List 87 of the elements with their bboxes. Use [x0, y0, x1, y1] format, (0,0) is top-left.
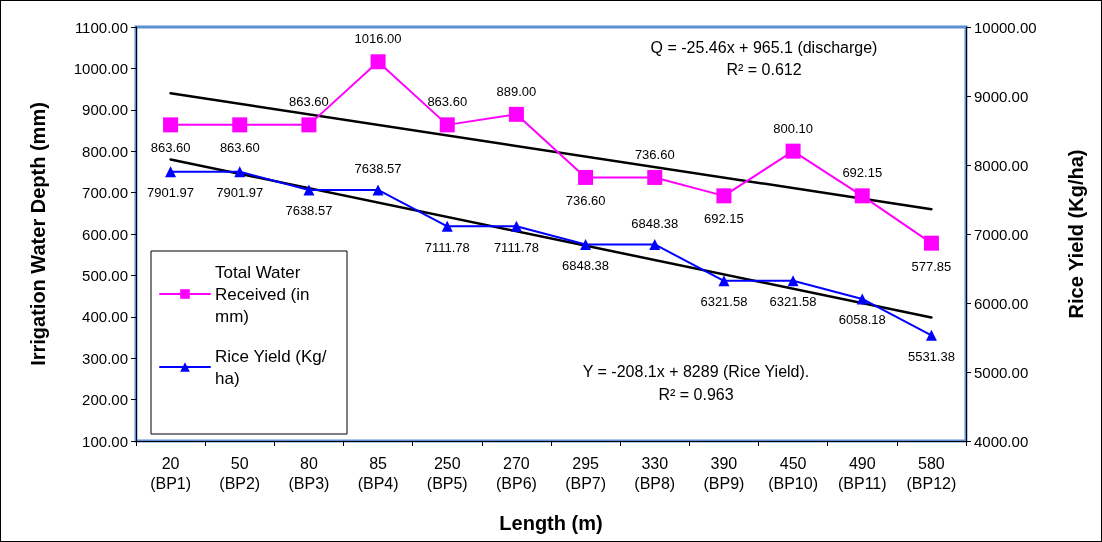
y-tick-label: 900.00 [82, 101, 128, 119]
data-label: 863.60 [427, 94, 468, 110]
annotation: Y = -208.1x + 8289 (Rice Yield). [582, 362, 810, 380]
x-tick-label: 450 (BP10) [768, 454, 818, 492]
x-tick-label: 295 (BP7) [565, 454, 607, 492]
point [580, 238, 592, 250]
x-tick-label: 270 (BP6) [495, 454, 537, 492]
point [370, 54, 386, 70]
y-tick-label: 500.00 [82, 266, 128, 284]
point [718, 275, 730, 287]
data-label: 7901.97 [147, 185, 195, 201]
point [303, 184, 315, 196]
x-tick-label: 580 (BP12) [906, 454, 957, 492]
y-tick-label: 800.00 [82, 142, 128, 160]
data-label: 5531.38 [907, 348, 955, 364]
point [785, 143, 801, 159]
legend-label: Rice Yield (Kg/ha) [215, 346, 327, 388]
y2-tick-label: 7000.00 [974, 225, 1029, 243]
data-label: 692.15 [704, 211, 744, 227]
y-tick-label: 200.00 [82, 391, 128, 409]
x-tick-label: 390 (BP9) [703, 454, 745, 492]
point [232, 117, 248, 133]
point [856, 293, 868, 305]
data-label: 7111.78 [493, 239, 539, 255]
point [716, 188, 732, 204]
annotation: R² = 0.963 [658, 385, 734, 403]
y-tick-label: 600.00 [82, 225, 128, 243]
y-axis-title: Irrigation Water Depth (mm) [27, 102, 49, 366]
point [439, 117, 455, 133]
y2-tick-label: 10000.00 [974, 18, 1037, 36]
y2-tick-label: 9000.00 [974, 87, 1029, 105]
point [647, 169, 663, 185]
y2-tick-label: 6000.00 [974, 294, 1029, 312]
point [372, 184, 384, 196]
x-tick-label: 20 (BP1) [150, 454, 192, 492]
x-axis-title: Length (m) [499, 512, 603, 534]
data-label: 7638.57 [354, 161, 402, 177]
x-tick-label: 490 (BP11) [837, 454, 887, 492]
x-tick-label: 250 (BP5) [426, 454, 468, 492]
data-label: 863.60 [150, 140, 191, 156]
x-tick-label: 80 (BP3) [288, 454, 330, 492]
data-label: 736.60 [634, 146, 675, 162]
data-label: 800.10 [773, 120, 813, 136]
point [578, 169, 594, 185]
y-tick-label: 700.00 [82, 184, 128, 202]
point [301, 117, 317, 133]
x-tick-label: 330 (BP8) [634, 454, 676, 492]
y2-tick-label: 8000.00 [974, 156, 1029, 174]
point [923, 235, 939, 251]
x-tick-label: 50 (BP2) [219, 454, 261, 492]
y2-axis-title: Rice Yield (Kg/ha) [1065, 149, 1087, 319]
data-label: 7638.57 [285, 203, 333, 219]
point [163, 117, 179, 133]
annotation: R² = 0.612 [726, 60, 802, 78]
y-tick-label: 100.00 [82, 432, 128, 450]
legend-label: Total Water Received (in mm) [215, 262, 315, 326]
data-label: 6058.18 [838, 312, 886, 328]
data-label: 889.00 [496, 83, 537, 99]
data-label: 6848.38 [631, 215, 679, 231]
point [510, 220, 522, 232]
x-tick-label: 85 (BP4) [357, 454, 399, 492]
y-tick-label: 300.00 [82, 349, 128, 367]
data-label: 736.60 [565, 192, 606, 208]
data-label: 7901.97 [216, 185, 264, 201]
point [854, 188, 870, 204]
data-label: 7111.78 [424, 239, 470, 255]
point [165, 166, 177, 178]
data-label: 863.60 [289, 94, 329, 110]
y2-tick-label: 4000.00 [974, 432, 1029, 450]
data-label: 577.85 [911, 258, 952, 274]
data-label: 863.60 [219, 140, 260, 156]
point [925, 329, 937, 341]
y-tick-label: 1100.00 [74, 18, 128, 36]
point [787, 275, 799, 287]
data-label: 1016.00 [354, 31, 402, 47]
y-tick-label: 400.00 [82, 308, 128, 326]
y-tick-label: 1000.00 [73, 59, 128, 77]
data-label: 6321.58 [700, 294, 748, 310]
point [234, 166, 246, 178]
data-label: 692.15 [842, 165, 883, 181]
data-label: 6848.38 [562, 257, 610, 273]
annotation: Q = -25.46x + 965.1 (discharge) [650, 38, 878, 56]
point [441, 220, 453, 232]
point [508, 106, 524, 122]
data-label: 6321.58 [769, 294, 817, 310]
point [649, 238, 661, 250]
y2-tick-label: 5000.00 [974, 363, 1029, 381]
